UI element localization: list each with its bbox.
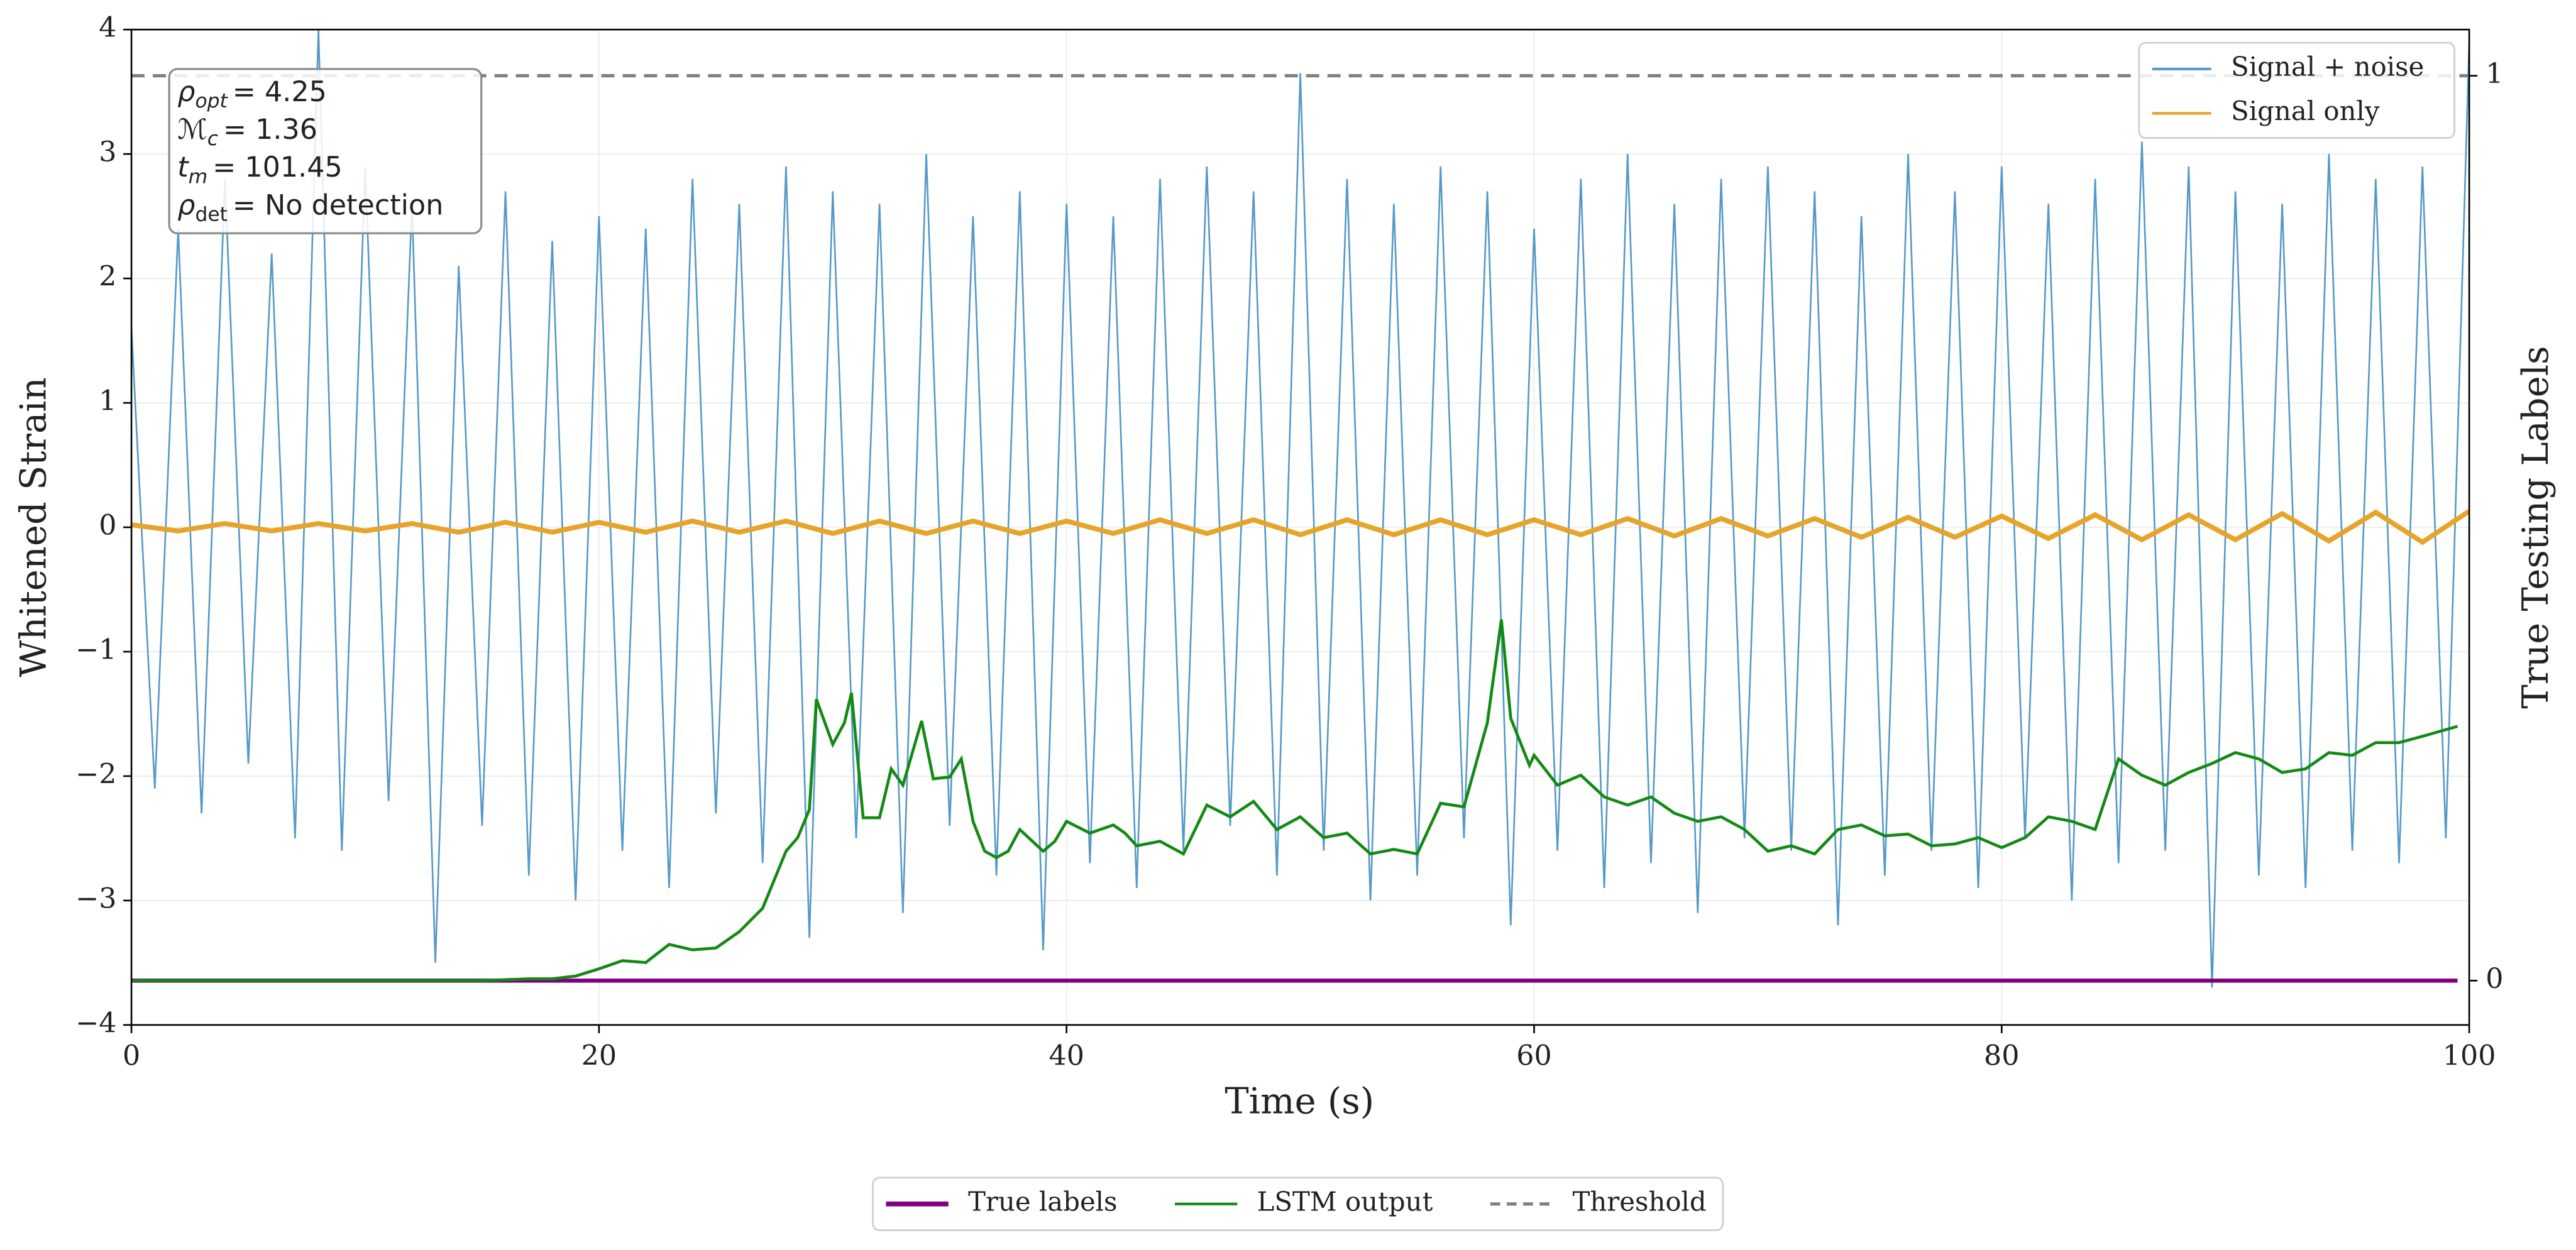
x-tick-label: 0: [123, 1040, 140, 1072]
legend-label: LSTM output: [1257, 1186, 1433, 1217]
annotation-sub: det: [195, 203, 228, 226]
plot-frame: [130, 28, 2470, 1026]
legend-label: Signal only: [2231, 96, 2380, 126]
y2-axis-label: True Testing Labels: [2514, 346, 2557, 708]
annotation-symbol: ρ: [177, 189, 195, 221]
x-tick-label: 80: [1984, 1040, 2020, 1072]
annotation-symbol: t: [177, 151, 189, 184]
legend-label: Threshold: [1573, 1186, 1707, 1217]
y-tick-label: −2: [75, 758, 116, 790]
annotation-sub: m: [189, 165, 208, 188]
y-tick-label: −3: [75, 882, 116, 914]
y2-tick-label: 0: [2485, 963, 2503, 995]
annotation: ℳc = 1.36: [177, 114, 317, 150]
x-tick-label: 40: [1049, 1040, 1084, 1072]
annotation-value: = 4.25: [233, 76, 327, 108]
legend-label: True labels: [968, 1186, 1117, 1217]
legend-box: [872, 1176, 1724, 1231]
annotation-value: = 1.36: [223, 114, 317, 146]
y-tick-label: −1: [75, 633, 116, 666]
x-tick-label: 100: [2443, 1040, 2496, 1072]
x-tick-label: 60: [1516, 1040, 1552, 1072]
y-axis-label: Whitened Strain: [13, 377, 55, 677]
series-line: [131, 508, 2470, 546]
y-tick-label: −4: [75, 1007, 116, 1039]
y-tick-label: 2: [99, 261, 116, 293]
legend-label: Signal + noise: [2231, 51, 2424, 82]
series-line: [131, 619, 2458, 982]
y-tick-label: 0: [99, 509, 116, 541]
y-tick-label: 1: [99, 385, 116, 417]
annotation-sub: c: [207, 128, 218, 150]
x-tick-label: 20: [581, 1040, 617, 1072]
annotation-box: [168, 68, 483, 234]
series-line: [131, 30, 2470, 988]
y-tick-label: 4: [99, 12, 116, 44]
bottom-legend: True labels LSTM output Threshold: [872, 1176, 1724, 1231]
annotation-value: = 101.45: [212, 151, 343, 184]
annotation: ρdet = No detection: [177, 189, 443, 226]
legend-box: [2138, 41, 2455, 139]
annotation-symbol: ℳ: [177, 114, 207, 146]
annotation-sub: opt: [195, 90, 228, 112]
x-axis-label: Time (s): [1225, 1080, 1374, 1122]
annotation-value: = No detection: [233, 189, 444, 221]
annotation: ρopt = 4.25: [177, 76, 327, 112]
annotation: tm = 101.45: [177, 151, 343, 188]
y-tick-label: 3: [99, 136, 116, 168]
y2-tick-label: 1: [2485, 58, 2503, 90]
annotation-symbol: ρ: [177, 76, 195, 108]
